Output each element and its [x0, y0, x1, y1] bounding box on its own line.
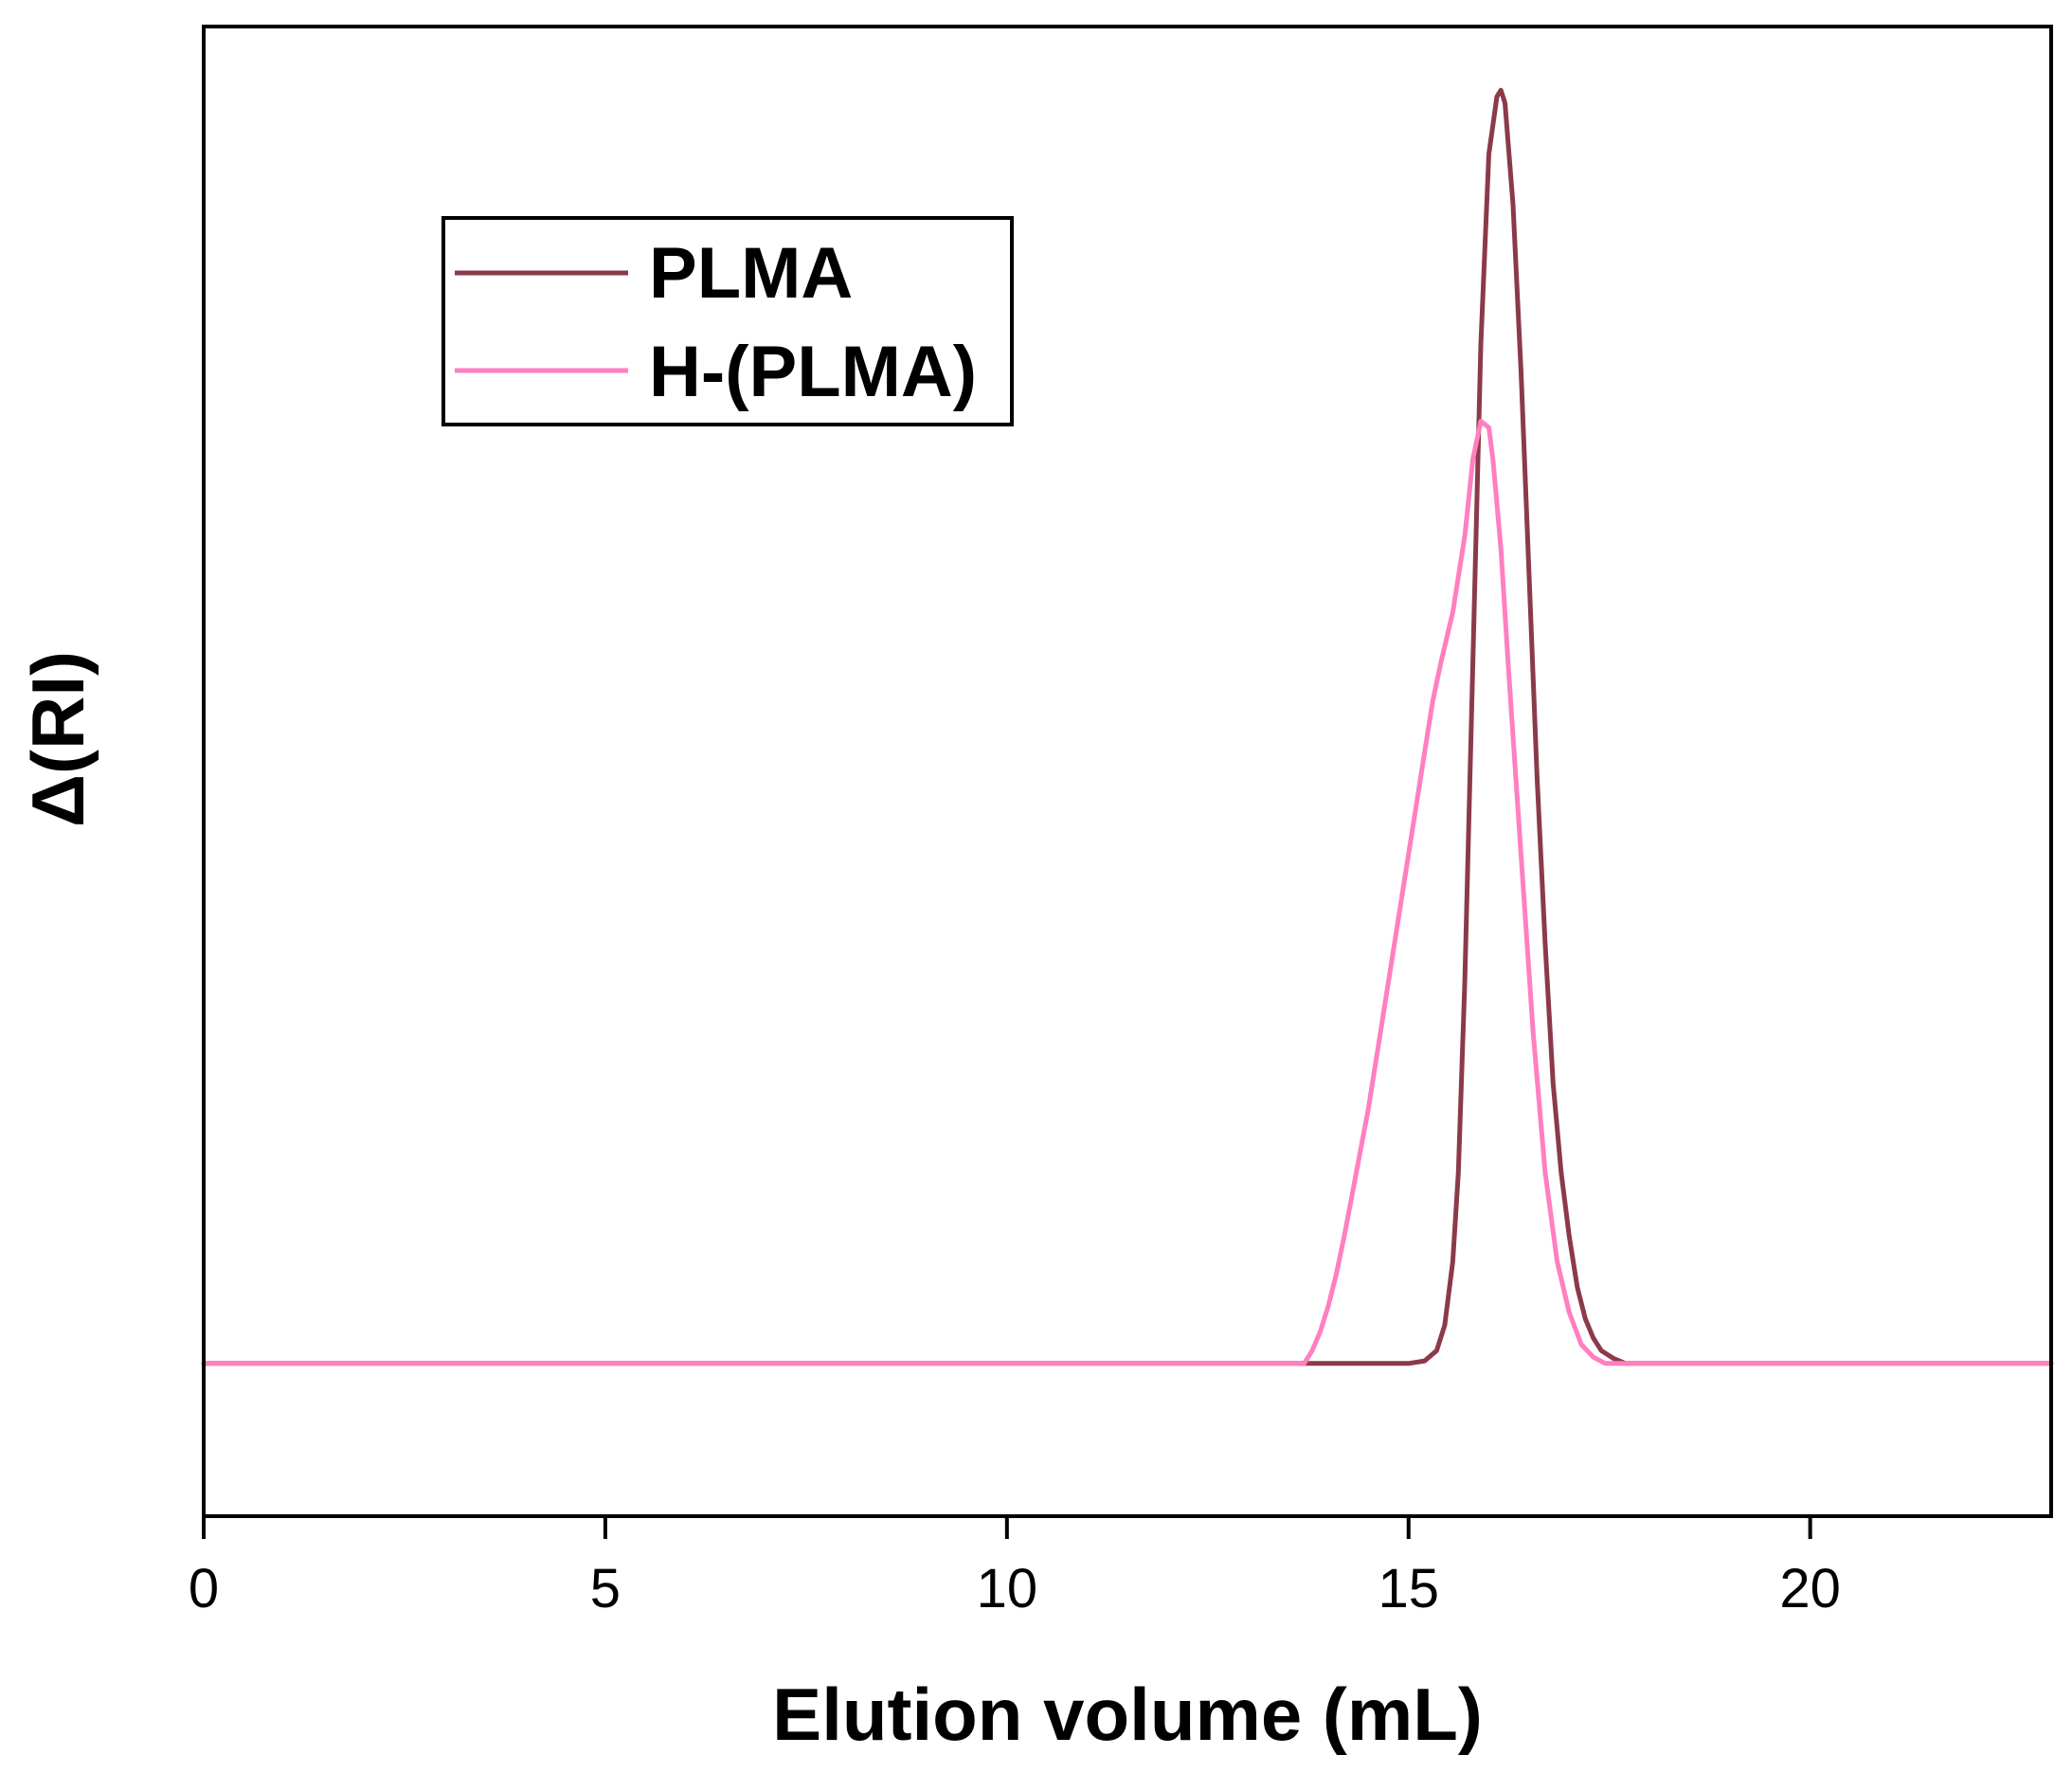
x-tick-label: 10 — [977, 1558, 1038, 1619]
x-tick-label: 0 — [189, 1558, 219, 1619]
legend-box — [441, 216, 1014, 426]
x-axis-title: Elution volume (mL) — [772, 1673, 1483, 1756]
legend-label-h-plma: H-(PLMA) — [649, 332, 977, 412]
x-tick-label: 20 — [1779, 1558, 1841, 1619]
y-axis-title: Δ(RI) — [16, 651, 99, 827]
x-tick-label: 15 — [1378, 1558, 1439, 1619]
x-tick-label: 5 — [590, 1558, 621, 1619]
legend: PLMA H-(PLMA) — [441, 216, 1014, 426]
x-axis-ticks: 0 5 10 15 20 — [189, 1516, 1841, 1619]
plot-frame — [202, 25, 2053, 1518]
legend-label-plma: PLMA — [649, 233, 853, 314]
series-line-h-plma — [201, 419, 2054, 1366]
series-layer — [201, 87, 2054, 1366]
series-line-plma — [201, 87, 2054, 1366]
